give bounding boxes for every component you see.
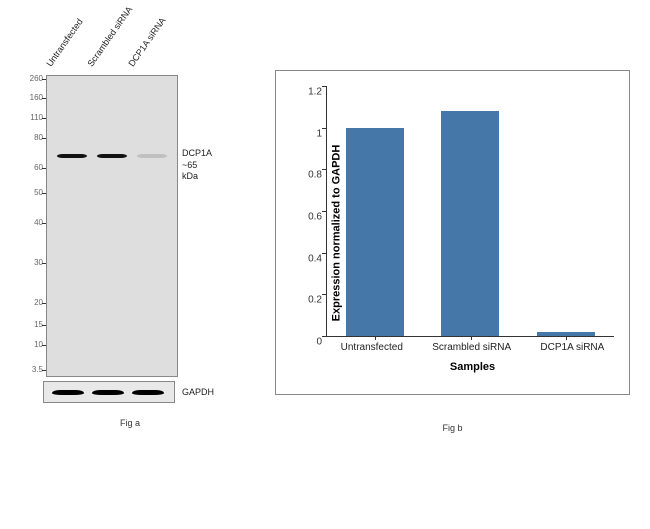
y-tick-label: 0.8	[300, 170, 322, 181]
target-band-label: DCP1A ~65 kDa	[182, 148, 212, 183]
x-axis-title: Samples	[326, 361, 619, 373]
x-axis-labels: Untransfected Scrambled siRNA DCP1A siRN…	[326, 342, 619, 353]
x-label: Scrambled siRNA	[432, 342, 511, 353]
marker-value: 50	[18, 189, 43, 197]
fig-a-caption: Fig a	[15, 418, 245, 428]
bar-chart-panel: Expression normalized to GAPDH 00.20.40.…	[275, 15, 630, 433]
bar	[441, 111, 499, 336]
target-size: ~65 kDa	[182, 160, 198, 182]
marker-value: 260	[18, 75, 43, 83]
blot-row: 260 160 110 80 60 50 40 30 20 15 10 3.5 …	[15, 75, 245, 377]
fig-b-caption: Fig b	[275, 423, 630, 433]
main-blot: DCP1A ~65 kDa	[46, 75, 178, 377]
marker-value: 10	[18, 341, 43, 349]
protein-band	[57, 154, 87, 158]
marker-value: 15	[18, 321, 43, 329]
y-tick-label: 0	[300, 337, 322, 348]
target-name: DCP1A	[182, 148, 212, 158]
control-label: GAPDH	[182, 387, 214, 399]
marker-value: 30	[18, 259, 43, 267]
gapdh-blot: GAPDH	[43, 381, 175, 403]
y-tick-label: 0.6	[300, 212, 322, 223]
y-tick-label: 1	[300, 128, 322, 139]
y-tick-label: 0.2	[300, 295, 322, 306]
bars-group	[327, 86, 614, 336]
y-tick-label: 0.4	[300, 253, 322, 264]
protein-band	[137, 154, 167, 158]
bar	[346, 128, 404, 336]
molecular-weight-markers: 260 160 110 80 60 50 40 30 20 15 10 3.5	[15, 75, 46, 375]
marker-value: 40	[18, 219, 43, 227]
x-label: Untransfected	[341, 342, 403, 353]
marker-value: 110	[18, 114, 43, 122]
marker-value: 3.5	[18, 366, 43, 374]
marker-value: 60	[18, 164, 43, 172]
marker-value: 80	[18, 134, 43, 142]
figure-container: Untransfected Scrambled siRNA DCP1A siRN…	[15, 15, 635, 433]
y-tick-label: 1.2	[300, 87, 322, 98]
lane-labels: Untransfected Scrambled siRNA DCP1A siRN…	[48, 20, 171, 75]
marker-value: 160	[18, 94, 43, 102]
x-label: DCP1A siRNA	[540, 342, 604, 353]
plot-area	[326, 86, 614, 337]
western-blot-panel: Untransfected Scrambled siRNA DCP1A siRN…	[15, 15, 245, 433]
protein-band	[97, 154, 127, 158]
chart-box: Expression normalized to GAPDH 00.20.40.…	[275, 70, 630, 395]
marker-value: 20	[18, 299, 43, 307]
